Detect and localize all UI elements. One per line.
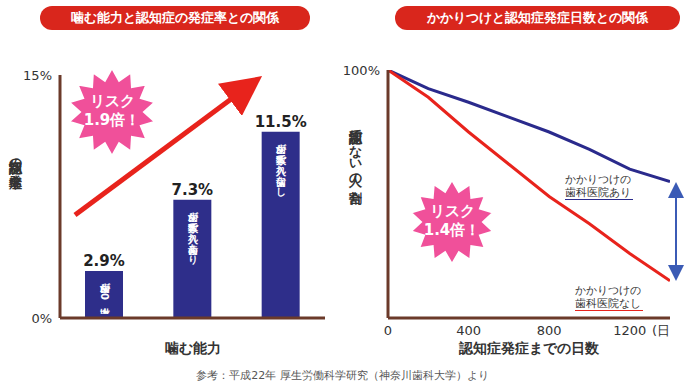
svg-text:11.5%: 11.5% <box>255 113 307 131</box>
html-text:リスク: リスク <box>429 202 475 220</box>
svg-text:0: 0 <box>384 323 392 338</box>
html-text:1.9倍！: 1.9倍！ <box>83 111 141 129</box>
svg-text:400: 400 <box>456 323 481 338</box>
html-text:認知症の発症率: 認知症の発症率 <box>8 150 23 165</box>
html-text:かかりつけの歯科医院あり: かかりつけの歯科医院あり <box>565 173 631 199</box>
svg-text:100%: 100% <box>343 63 380 78</box>
svg-text:7.3%: 7.3% <box>172 181 214 199</box>
html-text:1.4倍！: 1.4倍！ <box>423 221 481 239</box>
html-text:(日: (日 <box>652 323 671 338</box>
html-text:認知症発症までの日数: 認知症発症までの日数 <box>459 340 599 356</box>
html-text:歯が20本以上: 歯が20本以上 <box>99 275 110 300</box>
html-text:かかりつけの歯科医院なし: かかりつけの歯科医院なし <box>575 284 641 310</box>
html-text:歯が数本で入れ歯なし: 歯が数本で入れ歯なし <box>275 135 287 191</box>
svg-text:2.9%: 2.9% <box>83 252 125 270</box>
html-text:かかりつけと認知症発症日数との関係: かかりつけと認知症発症日数との関係 <box>427 10 648 25</box>
html-text:認知症でない人の割合: 認知症でない人の割合 <box>348 120 363 180</box>
html-text:歯が数本で入れ歯あり: 歯が数本で入れ歯あり <box>187 203 199 259</box>
html-text:噛む能力: 噛む能力 <box>164 340 221 356</box>
svg-text:1200: 1200 <box>613 323 646 338</box>
svg-text:0%: 0% <box>31 311 52 326</box>
html-text:参考：平成22年 厚生労働科学研究（神奈川歯科大学）より: 参考：平成22年 厚生労働科学研究（神奈川歯科大学）より <box>196 369 489 382</box>
html-text:リスク: リスク <box>89 92 135 110</box>
html-text:噛む能力と認知症の発症率との関係: 噛む能力と認知症の発症率との関係 <box>71 10 279 25</box>
svg-text:800: 800 <box>537 323 562 338</box>
svg-text:15%: 15% <box>23 68 52 83</box>
